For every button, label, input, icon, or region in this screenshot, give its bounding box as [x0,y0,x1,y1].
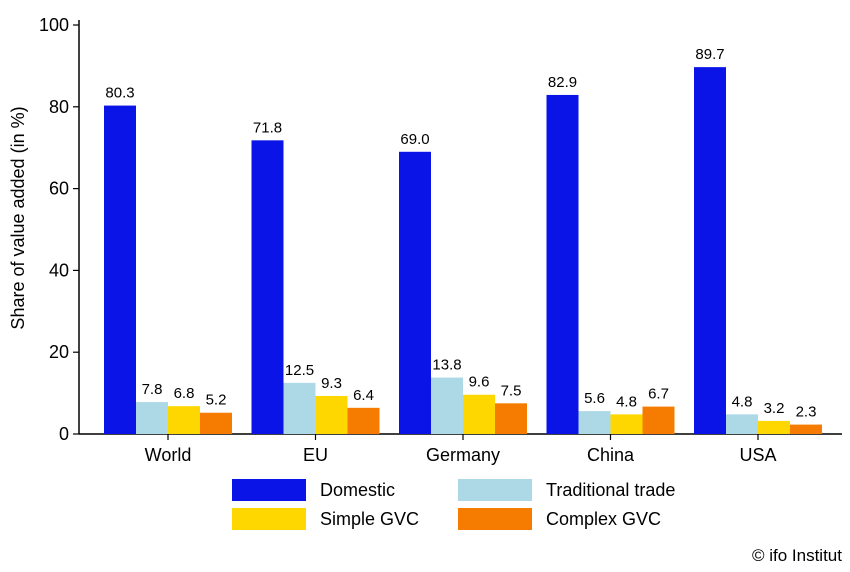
bar-china-domestic [546,94,579,435]
x-tick-label-germany: Germany [426,445,500,465]
data-label-world-domestic: 80.3 [105,85,134,102]
data-label-usa-complex-gvc: 2.3 [796,404,817,421]
y-tick-label: 80 [49,97,69,117]
data-label-world-complex-gvc: 5.2 [206,392,227,409]
bar-germany-simple-gvc [463,394,495,434]
bars [104,67,822,435]
data-label-china-simple-gvc: 4.8 [616,393,637,410]
legend-label-traditional-trade: Traditional trade [546,479,676,500]
y-axis-label: Share of value added (in %) [8,106,28,329]
bar-usa-complex-gvc [790,424,822,434]
bar-world-domestic [104,105,136,434]
data-label-china-domestic: 82.9 [548,74,577,91]
bar-usa-simple-gvc [758,420,790,434]
bar-world-complex-gvc [200,412,232,434]
legend: Domestic Traditional trade Simple GVC Co… [232,478,712,534]
bar-usa-domestic [694,67,726,434]
legend-swatch-simple-gvc [232,508,306,530]
y-tick-label: 100 [39,15,69,35]
bar-china-simple-gvc [610,414,643,434]
data-label-china-traditional-trade: 5.6 [584,390,605,407]
data-label-germany-domestic: 69.0 [400,131,429,148]
data-label-eu-domestic: 71.8 [253,119,282,136]
legend-item-complex-gvc: Complex GVC [458,507,661,531]
x-tick-label-eu: EU [303,445,328,465]
credit: © ifo Institut [751,546,842,565]
data-label-germany-traditional-trade: 13.8 [432,357,461,374]
data-label-eu-simple-gvc: 9.3 [321,375,342,392]
bar-chart: 0 20 40 60 80 100 World EU Germany China USA 80.3… [8,15,842,465]
legend-label-simple-gvc: Simple GVC [320,508,420,529]
y-tick-label: 40 [49,260,69,280]
legend-swatch-complex-gvc [458,508,532,530]
bar-world-simple-gvc [168,406,200,434]
legend-swatch-traditional-trade [458,479,532,501]
y-tick-label: 60 [49,179,69,199]
y-tick-label: 20 [49,342,69,362]
bar-germany-complex-gvc [495,403,527,434]
x-axis: World EU Germany China USA [79,433,842,465]
legend-item-simple-gvc: Simple GVC [232,507,419,531]
data-label-eu-traditional-trade: 12.5 [285,362,314,379]
bar-usa-traditional-trade [726,414,758,434]
data-labels: 80.3 7.8 6.8 5.2 71.8 12.5 9.3 6.4 69.0 13.8 9.6 7.… [105,46,816,420]
data-label-usa-domestic: 89.7 [695,46,724,63]
x-tick-label-china: China [587,445,635,465]
y-tick-label: 0 [59,424,69,444]
bar-world-traditional-trade [136,402,168,434]
data-label-china-complex-gvc: 6.7 [648,386,669,403]
data-label-germany-complex-gvc: 7.5 [501,382,522,399]
legend-label-domestic: Domestic [320,479,396,500]
bar-china-traditional-trade [578,411,611,434]
legend-item-domestic: Domestic [232,478,395,502]
x-tick-label-usa: USA [739,445,776,465]
data-label-eu-complex-gvc: 6.4 [353,387,374,404]
bar-germany-traditional-trade [431,377,463,434]
bar-eu-simple-gvc [315,395,348,434]
data-label-usa-traditional-trade: 4.8 [732,393,753,410]
bar-china-complex-gvc [642,406,675,434]
legend-item-traditional-trade: Traditional trade [458,478,675,502]
bar-eu-domestic [251,140,284,434]
data-label-germany-simple-gvc: 9.6 [469,374,490,391]
legend-label-complex-gvc: Complex GVC [546,508,662,529]
bar-eu-complex-gvc [347,407,380,434]
x-tick-label-world: World [145,445,192,465]
y-axis: 0 20 40 60 80 100 [39,15,80,444]
data-label-world-simple-gvc: 6.8 [174,385,195,402]
bar-germany-domestic [399,151,431,435]
data-label-world-traditional-trade: 7.8 [142,381,163,398]
data-label-usa-simple-gvc: 3.2 [764,400,785,417]
bar-eu-traditional-trade [283,382,316,434]
legend-swatch-domestic [232,479,306,501]
